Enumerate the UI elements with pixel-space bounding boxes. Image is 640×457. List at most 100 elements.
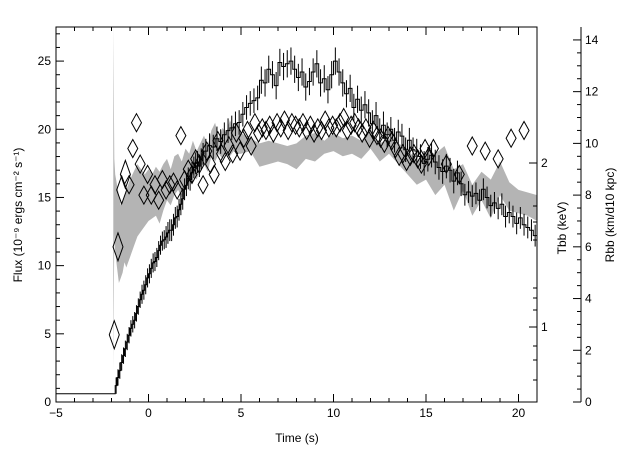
temperature-diamond (479, 141, 491, 162)
y-right-outer-tick-label: 2 (585, 343, 592, 357)
temperature-diamond (153, 190, 165, 211)
temperature-diamond (171, 179, 183, 200)
temperature-diamond (312, 117, 324, 138)
temperature-diamond (389, 138, 402, 159)
temperature-diamond (193, 154, 205, 175)
y-right-outer-tick-label: 0 (585, 395, 592, 409)
temperature-diamond (505, 128, 517, 149)
x-tick-label: 15 (419, 406, 433, 420)
temperature-diamond (419, 138, 431, 159)
temperature-diamond (290, 115, 302, 136)
temperature-diamond (356, 123, 368, 144)
temperature-diamond (323, 117, 335, 138)
temperature-diamond (253, 123, 265, 144)
temperature-diamond (440, 154, 452, 175)
temperature-diamond (393, 146, 405, 167)
temperature-diamond (238, 128, 250, 149)
temperature-diamond (108, 319, 120, 351)
x-tick-label: 0 (145, 406, 152, 420)
x-tick-label: 10 (327, 406, 341, 420)
temperature-diamond (330, 117, 342, 138)
temperature-diamond (256, 117, 268, 138)
temperature-diamond (404, 146, 416, 167)
temperature-diamond (216, 143, 228, 164)
temperature-diamond (286, 112, 298, 133)
temperature-diamond (241, 120, 254, 141)
temperature-diamond (492, 148, 504, 169)
temperature-diamond (518, 120, 530, 141)
temperature-diamond (338, 107, 350, 128)
x-tick-label: 5 (238, 406, 245, 420)
temperature-diamond (245, 135, 257, 156)
temperature-diamond (345, 115, 357, 136)
temperature-diamond (208, 164, 220, 185)
y-right-inner-tick-label: 1 (541, 320, 548, 334)
temperature-diamond (230, 123, 242, 144)
temperature-diamond (167, 172, 180, 193)
y-axis-right-outer: 0 2 4 6 8 10 12 14 (573, 27, 599, 409)
temperature-diamond (334, 112, 346, 133)
y-left-tick-label: 20 (38, 122, 52, 136)
y-right-inner-tick-label: 2 (541, 156, 548, 170)
y-left-tick-label: 15 (38, 190, 52, 204)
temperature-diamond (186, 164, 198, 185)
temperature-diamond (123, 174, 135, 195)
temperature-diamond (415, 154, 427, 175)
temperature-diamond (234, 141, 246, 162)
temperature-diamond (423, 146, 435, 167)
diamond-layer (108, 107, 530, 351)
temperature-diamond (223, 135, 235, 156)
x-axis-title: Time (s) (275, 431, 319, 445)
temperature-diamond (138, 185, 150, 206)
temperature-diamond (212, 130, 224, 151)
temperature-diamond (386, 130, 398, 151)
y-right-outer-tick-label: 4 (585, 292, 592, 306)
temperature-diamond (116, 174, 128, 206)
temperature-diamond (134, 154, 146, 175)
temperature-diamond (112, 231, 124, 263)
temperature-diamond (297, 112, 309, 133)
x-tick-label: 20 (512, 406, 526, 420)
temperature-diamond (401, 151, 413, 172)
temperature-diamond (453, 164, 465, 185)
y-right-outer-tick-label: 12 (585, 85, 599, 99)
temperature-diamond (341, 120, 353, 141)
x-tick-label: −5 (49, 406, 63, 420)
y-right-outer-tick-label: 10 (585, 136, 599, 150)
band-layer (113, 27, 538, 371)
temperature-diamond (378, 133, 390, 154)
temperature-diamond (197, 174, 209, 195)
temperature-diamond (142, 164, 154, 185)
temperature-diamond (319, 110, 331, 131)
temperature-diamond (397, 143, 409, 164)
radius-band (113, 27, 538, 371)
y-left-tick-label: 10 (38, 259, 52, 273)
temperature-diamond (227, 143, 239, 164)
temperature-diamond (127, 138, 139, 159)
y-axis-left: 0 5 10 15 20 25 (38, 33, 64, 409)
temperature-diamond (427, 138, 439, 159)
flux-layer (56, 47, 537, 395)
temperature-diamond (293, 117, 305, 138)
y-left-tick-label: 0 (44, 395, 51, 409)
y-axis-right-inner-title: Tbb (keV) (555, 202, 569, 255)
temperature-diamond (164, 174, 176, 195)
y-right-outer-tick-label: 14 (585, 33, 599, 47)
temperature-diamond (160, 179, 172, 200)
temperature-diamond (130, 112, 143, 133)
x-axis: −5 0 5 10 15 20 (49, 27, 538, 420)
temperature-diamond (371, 125, 383, 146)
temperature-diamond (260, 120, 272, 141)
temperature-diamond (275, 117, 287, 138)
temperature-diamond (201, 141, 213, 162)
temperature-diamond (364, 128, 376, 149)
y-axis-right-outer-title: Rbb (km/d10 kpc) (603, 168, 617, 263)
temperature-diamond (119, 158, 131, 190)
temperature-diamond (301, 120, 313, 141)
y-right-outer-tick-label: 6 (585, 240, 592, 254)
temperature-diamond (304, 115, 316, 136)
temperature-diamond (308, 123, 320, 144)
temperature-diamond (175, 125, 187, 146)
temperature-diamond (219, 151, 231, 172)
y-left-tick-label: 5 (44, 327, 51, 341)
